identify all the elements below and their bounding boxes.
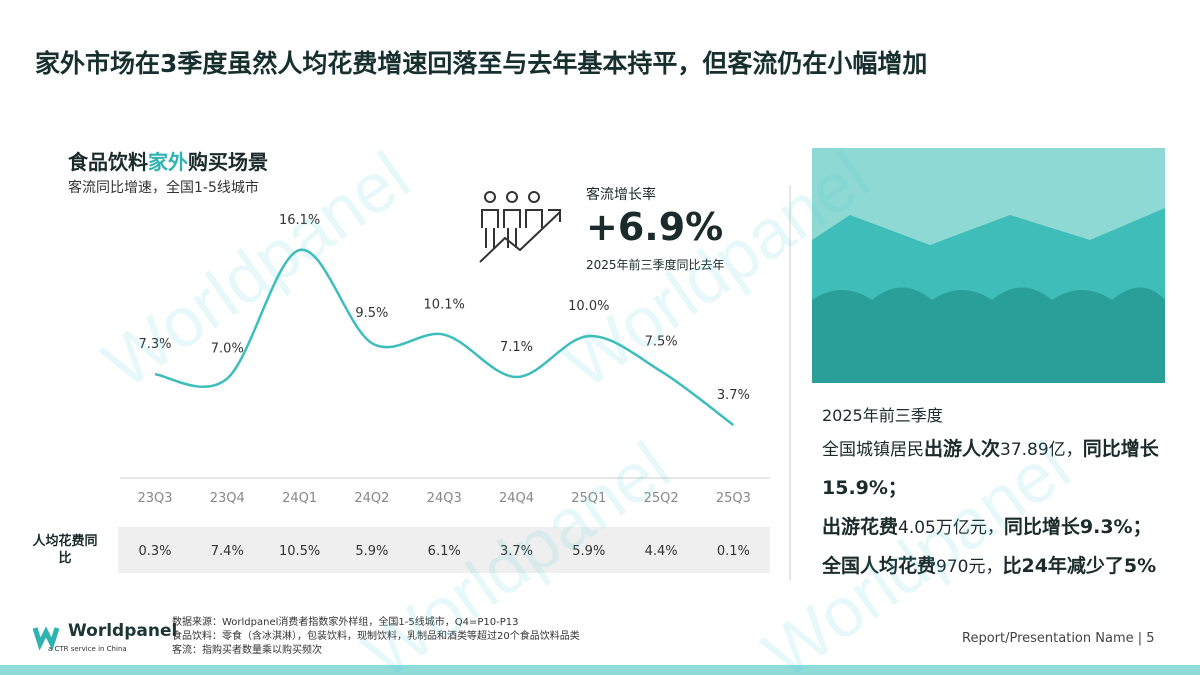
x-tick-label: 24Q1 [282,491,317,506]
panel-run: 37.89亿， [1000,440,1083,460]
panel-run: 全国城镇居民 [822,440,924,460]
data-label: 7.5% [645,334,678,349]
table-band [118,527,770,573]
slide-title: 家外市场在3季度虽然人均花费增速回落至与去年基本持平，但客流仍在小幅增加 [35,49,928,78]
panel-run: 同比增长15.9%； [822,438,1159,499]
panel-run: 970元， [936,557,1003,577]
panel-run: 比24年减少了5% [1002,555,1157,577]
callout-value: +6.9% [586,205,724,249]
table-cell: 4.4% [645,544,678,559]
chart-title-part: 家外 [148,150,188,174]
callout-note: 2025年前三季度同比去年 [586,258,725,272]
data-label: 16.1% [279,213,320,228]
footer: Report/Presentation Name | 5 [962,631,1155,646]
x-tick-label: 25Q2 [644,491,679,506]
panel-text: 全国城镇居民出游人次37.89亿，同比增长15.9%； 出游花费4.05万亿元，同… [822,430,1167,586]
x-tick-label: 25Q1 [571,491,606,506]
table-cell: 3.7% [500,544,533,559]
x-tick-label: 23Q4 [210,491,245,506]
table-cell: 0.3% [138,544,171,559]
chart-subtitle: 客流同比增速，全国1-5线城市 [68,180,259,196]
bottom-bar [0,665,1200,675]
panel-run: 全国人均花费 [822,555,937,577]
data-label: 3.7% [717,388,750,403]
chart-title-part: 购买场景 [188,150,268,174]
data-label: 10.1% [424,298,465,313]
photo-detail [812,148,1165,245]
footnote: 食品饮料：零食（含冰淇淋），包装饮料，现制饮料，乳制品和酒类等超过20个食品饮料… [172,631,580,642]
x-tick-label: 24Q4 [499,491,534,506]
table-cell: 5.9% [355,544,388,559]
table-cell: 7.4% [211,544,244,559]
x-tick-label: 24Q2 [354,491,389,506]
logo-name: Worldpanel [68,621,178,641]
table-cell: 5.9% [572,544,605,559]
photo-detail [812,287,1165,383]
data-label: 9.5% [355,306,388,321]
chart-title: 食品饮料家外购买场景 [68,146,268,175]
logo-mark [32,626,60,651]
data-label: 7.1% [500,340,533,355]
table-cell: 6.1% [428,544,461,559]
panel-run: 4.05万亿元， [898,518,1004,538]
footnotes: 数据来源：Worldpanel消费者指数家外样组，全国1-5线城市，Q4=P10… [172,616,580,658]
callout-label: 客流增长率 [586,187,656,203]
x-tick-label: 23Q3 [137,491,172,506]
panel-run: 同比增长9.3%； [1003,516,1152,538]
panel-paragraph: 全国城镇居民出游人次37.89亿，同比增长15.9%； [822,430,1167,508]
footnote: 数据来源：Worldpanel消费者指数家外样组，全国1-5线城市，Q4=P10… [172,617,519,628]
table-cell: 10.5% [279,544,320,559]
footnote: 客流：指购买者数量乘以购买频次 [172,645,322,656]
panel-run: 出游花费 [822,516,899,538]
x-tick-label: 24Q3 [427,491,462,506]
data-label: 7.3% [138,337,171,352]
x-tick-label: 25Q3 [716,491,751,506]
panel-heading: 2025年前三季度 [822,406,943,425]
data-label: 10.0% [568,299,609,314]
table-cell: 0.1% [717,544,750,559]
logo-tagline: a CTR service in China [48,645,127,653]
table-label: 人均花费同比 [32,534,98,566]
data-label: 7.0% [211,341,244,356]
chart-title-part: 食品饮料 [68,150,148,174]
traffic-icon [479,191,561,263]
line [154,248,735,427]
panel-paragraph: 全国人均花费970元，比24年减少了5% [822,547,1167,586]
panel-paragraph: 出游花费4.05万亿元，同比增长9.3%； [822,508,1167,547]
panel-run: 出游人次 [924,438,1001,460]
